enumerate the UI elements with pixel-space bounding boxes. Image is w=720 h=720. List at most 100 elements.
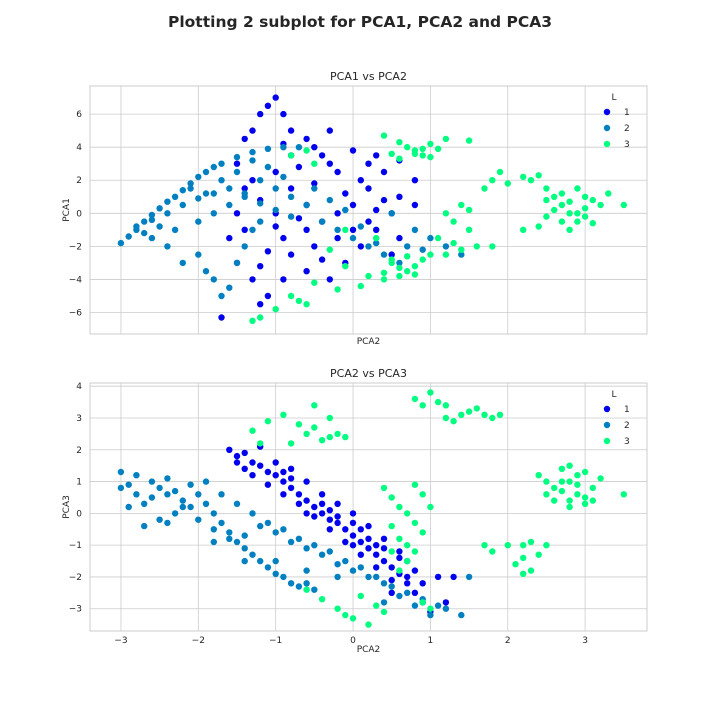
scatter-point-series-3 — [589, 220, 596, 227]
scatter-point-series-2 — [202, 500, 210, 507]
scatter-point-series-2 — [411, 602, 419, 609]
scatter-point-series-3 — [427, 153, 434, 161]
scatter-point-series-1 — [380, 545, 388, 552]
scatter-point-series-2 — [210, 163, 217, 171]
scatter-point-series-3 — [404, 510, 411, 517]
scatter-point-series-1 — [311, 180, 318, 187]
scatter-point-series-2 — [241, 532, 248, 539]
scatter-point-series-2 — [141, 229, 148, 237]
y-tick-label: 3 — [76, 414, 82, 424]
scatter-point-series-1 — [280, 276, 287, 283]
scatter-point-series-3 — [334, 430, 341, 438]
scatter-point-series-3 — [411, 519, 419, 527]
legend-1: L1 2 3 — [603, 93, 630, 150]
scatter-point-series-2 — [179, 503, 186, 511]
scatter-point-series-1 — [303, 268, 310, 275]
scatter-point-series-1 — [272, 459, 279, 466]
scatter-point-series-3 — [458, 411, 465, 418]
scatter-point-series-3 — [342, 226, 349, 233]
scatter-point-series-2 — [388, 210, 395, 217]
legend-label-2: 2 — [624, 421, 630, 431]
scatter-point-series-1 — [226, 446, 233, 453]
scatter-point-series-2 — [458, 251, 465, 258]
scatter-point-series-3 — [342, 611, 349, 619]
scatter-point-series-3 — [326, 433, 333, 441]
scatter-point-series-2 — [202, 478, 210, 485]
scatter-point-series-3 — [311, 424, 318, 431]
scatter-point-series-3 — [465, 137, 473, 144]
scatter-point-series-3 — [535, 472, 542, 479]
x-tick-label: −1 — [269, 636, 282, 646]
scatter-point-series-1 — [334, 234, 341, 242]
scatter-point-series-1 — [349, 532, 357, 539]
scatter-point-series-3 — [489, 243, 496, 250]
legend-label-2: 2 — [624, 124, 630, 134]
scatter-point-series-1 — [342, 538, 349, 546]
scatter-point-series-3 — [380, 484, 388, 492]
scatter-point-series-3 — [326, 414, 333, 422]
scatter-point-series-3 — [419, 145, 426, 152]
scatter-point-series-2 — [280, 173, 287, 181]
scatter-point-series-3 — [442, 135, 450, 143]
scatter-point-series-2 — [318, 551, 326, 558]
scatter-point-series-3 — [489, 414, 496, 422]
scatter-point-series-1 — [349, 519, 357, 527]
scatter-point-series-2 — [272, 185, 279, 192]
scatter-point-series-2 — [334, 561, 341, 568]
scatter-point-series-3 — [566, 198, 573, 205]
scatter-point-series-2 — [133, 223, 140, 230]
scatter-point-series-2 — [303, 201, 310, 209]
scatter-point-series-1 — [318, 256, 326, 263]
scatter-point-series-1 — [249, 276, 256, 283]
legend-marker-1 — [603, 108, 611, 116]
scatter-point-series-1 — [287, 127, 295, 134]
scatter-point-series-1 — [303, 478, 310, 485]
scatter-point-series-3 — [589, 196, 596, 204]
scatter-point-series-2 — [133, 491, 140, 498]
scatter-point-series-3 — [373, 234, 380, 242]
scatter-point-series-3 — [520, 173, 527, 181]
scatter-point-series-3 — [427, 140, 434, 148]
scatter-point-series-2 — [210, 538, 217, 546]
scatter-point-series-1 — [264, 102, 272, 110]
scatter-point-series-3 — [566, 210, 573, 217]
scatter-point-series-2 — [326, 196, 333, 204]
scatter-point-series-3 — [473, 405, 480, 412]
scatter-point-series-1 — [342, 190, 349, 197]
scatter-point-series-2 — [226, 535, 233, 542]
scatter-point-series-1 — [396, 554, 403, 562]
scatter-point-series-3 — [365, 272, 372, 280]
scatter-point-series-2 — [272, 557, 279, 565]
scatter-point-series-2 — [195, 516, 202, 523]
scatter-point-series-1 — [233, 210, 241, 217]
scatter-point-series-3 — [574, 472, 581, 479]
y-tick-labels-1: −6 −4 −2 0 2 4 6 — [69, 110, 83, 318]
scatter-point-series-2 — [326, 548, 333, 555]
scatter-point-series-2 — [249, 510, 256, 517]
scatter-point-series-1 — [295, 215, 303, 222]
scatter-point-series-3 — [543, 491, 550, 498]
scatter-point-series-3 — [481, 411, 488, 418]
scatter-point-series-2 — [141, 218, 148, 225]
legend-label-3: 3 — [624, 437, 630, 447]
scatter-point-series-3 — [411, 271, 419, 278]
scatter-point-series-2 — [156, 516, 163, 523]
scatter-point-series-2 — [264, 564, 272, 571]
scatter-point-series-2 — [195, 218, 202, 225]
scatter-point-series-1 — [380, 535, 388, 542]
scatter-point-series-2 — [218, 519, 225, 527]
scatter-point-series-3 — [318, 437, 326, 444]
scatter-point-series-3 — [496, 168, 504, 176]
scatter-point-series-3 — [465, 408, 473, 415]
scatter-point-series-2 — [373, 239, 380, 247]
scatter-point-series-3 — [535, 551, 542, 558]
scatter-point-series-1 — [373, 226, 380, 233]
scatter-point-series-3 — [589, 497, 596, 504]
scatter-point-series-1 — [303, 497, 310, 504]
y-tick-label: −1 — [69, 541, 82, 551]
scatter-point-series-1 — [396, 193, 403, 200]
scatter-point-series-2 — [365, 573, 372, 581]
scatter-point-series-3 — [388, 522, 395, 530]
y-tick-label: 0 — [76, 209, 82, 219]
scatter-point-series-1 — [334, 210, 341, 217]
